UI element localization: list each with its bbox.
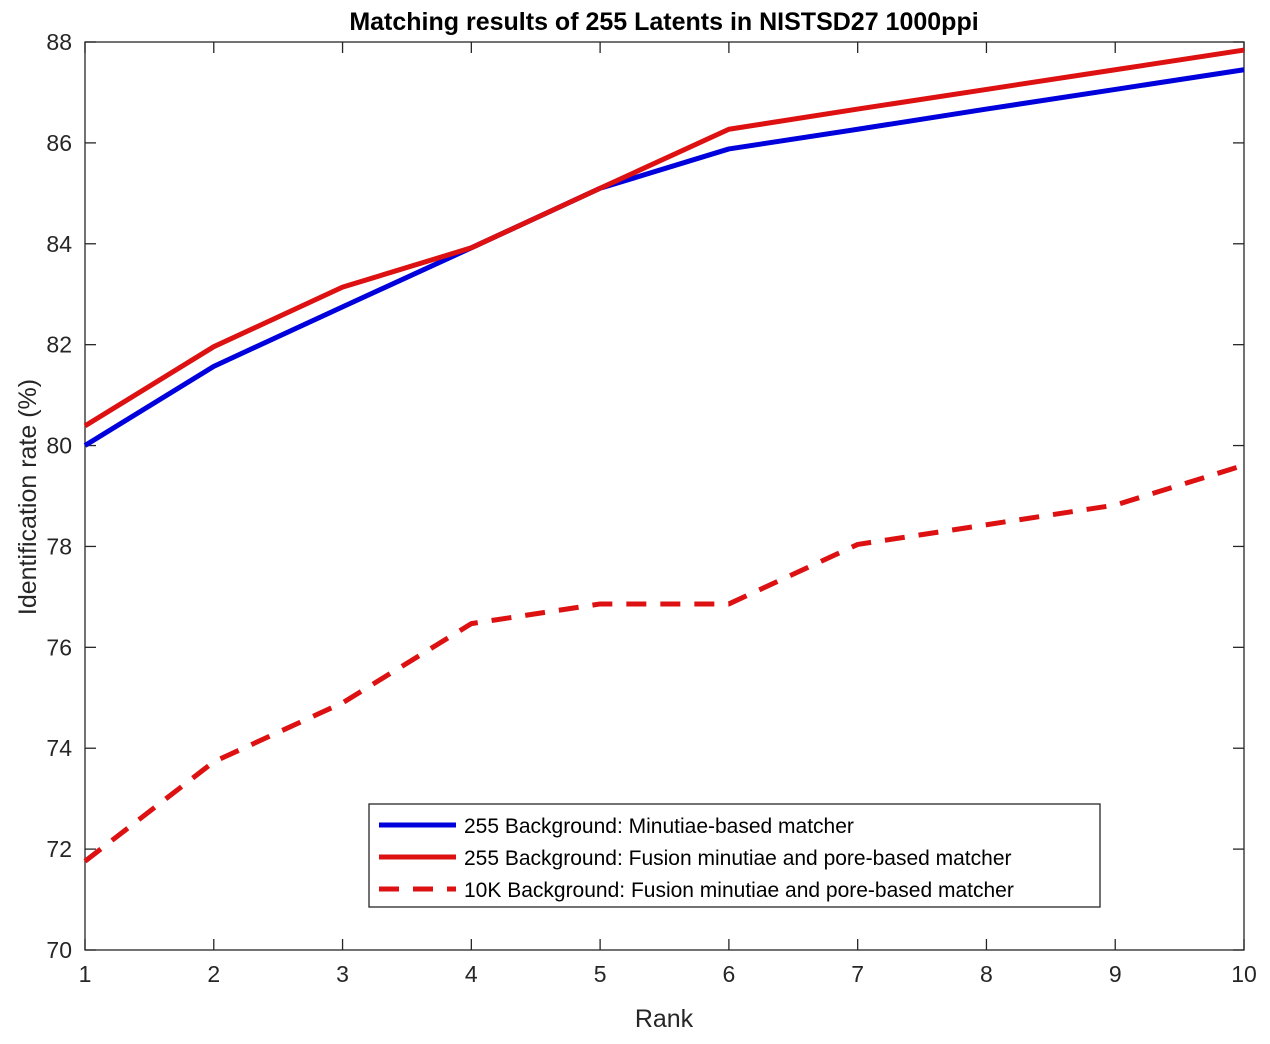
series-line-2 (83, 47, 1245, 429)
x-tick-label: 5 (594, 961, 607, 987)
y-tick-label: 88 (46, 29, 72, 55)
axes-box (84, 41, 1245, 951)
y-tick-label: 72 (46, 836, 72, 862)
x-axis-label: Rank (635, 1005, 694, 1033)
x-tick-label: 1 (79, 961, 92, 987)
y-tick-label: 86 (46, 130, 72, 156)
x-tick-label: 4 (465, 961, 478, 987)
legend-entry-3: 10K Background: Fusion minutiae and pore… (464, 879, 1014, 902)
y-axis-label: Identification rate (%) (14, 379, 42, 615)
x-tick-label: 2 (207, 961, 220, 987)
x-tick-label: 10 (1231, 961, 1257, 987)
y-tick-label: 82 (46, 332, 72, 358)
series-line-1 (83, 67, 1245, 448)
x-tick-label: 7 (851, 961, 864, 987)
x-tick-label: 3 (336, 961, 349, 987)
y-tick-label: 76 (46, 634, 72, 660)
chart-title: Matching results of 255 Latents in NISTS… (349, 8, 978, 36)
x-tick-label: 8 (980, 961, 993, 987)
y-tick-label: 80 (46, 433, 72, 459)
legend-entry-1: 255 Background: Minutiae-based matcher (464, 815, 854, 838)
y-tick-label: 84 (46, 231, 72, 257)
series-line-3 (83, 462, 1245, 864)
y-tick-label: 70 (46, 937, 72, 963)
y-tick-label: 78 (46, 533, 72, 559)
legend-box (368, 803, 1101, 908)
x-tick-label: 9 (1109, 961, 1122, 987)
legend-entry-2: 255 Background: Fusion minutiae and pore… (464, 847, 1012, 870)
x-tick-label: 6 (722, 961, 735, 987)
y-tick-label: 74 (46, 735, 72, 761)
